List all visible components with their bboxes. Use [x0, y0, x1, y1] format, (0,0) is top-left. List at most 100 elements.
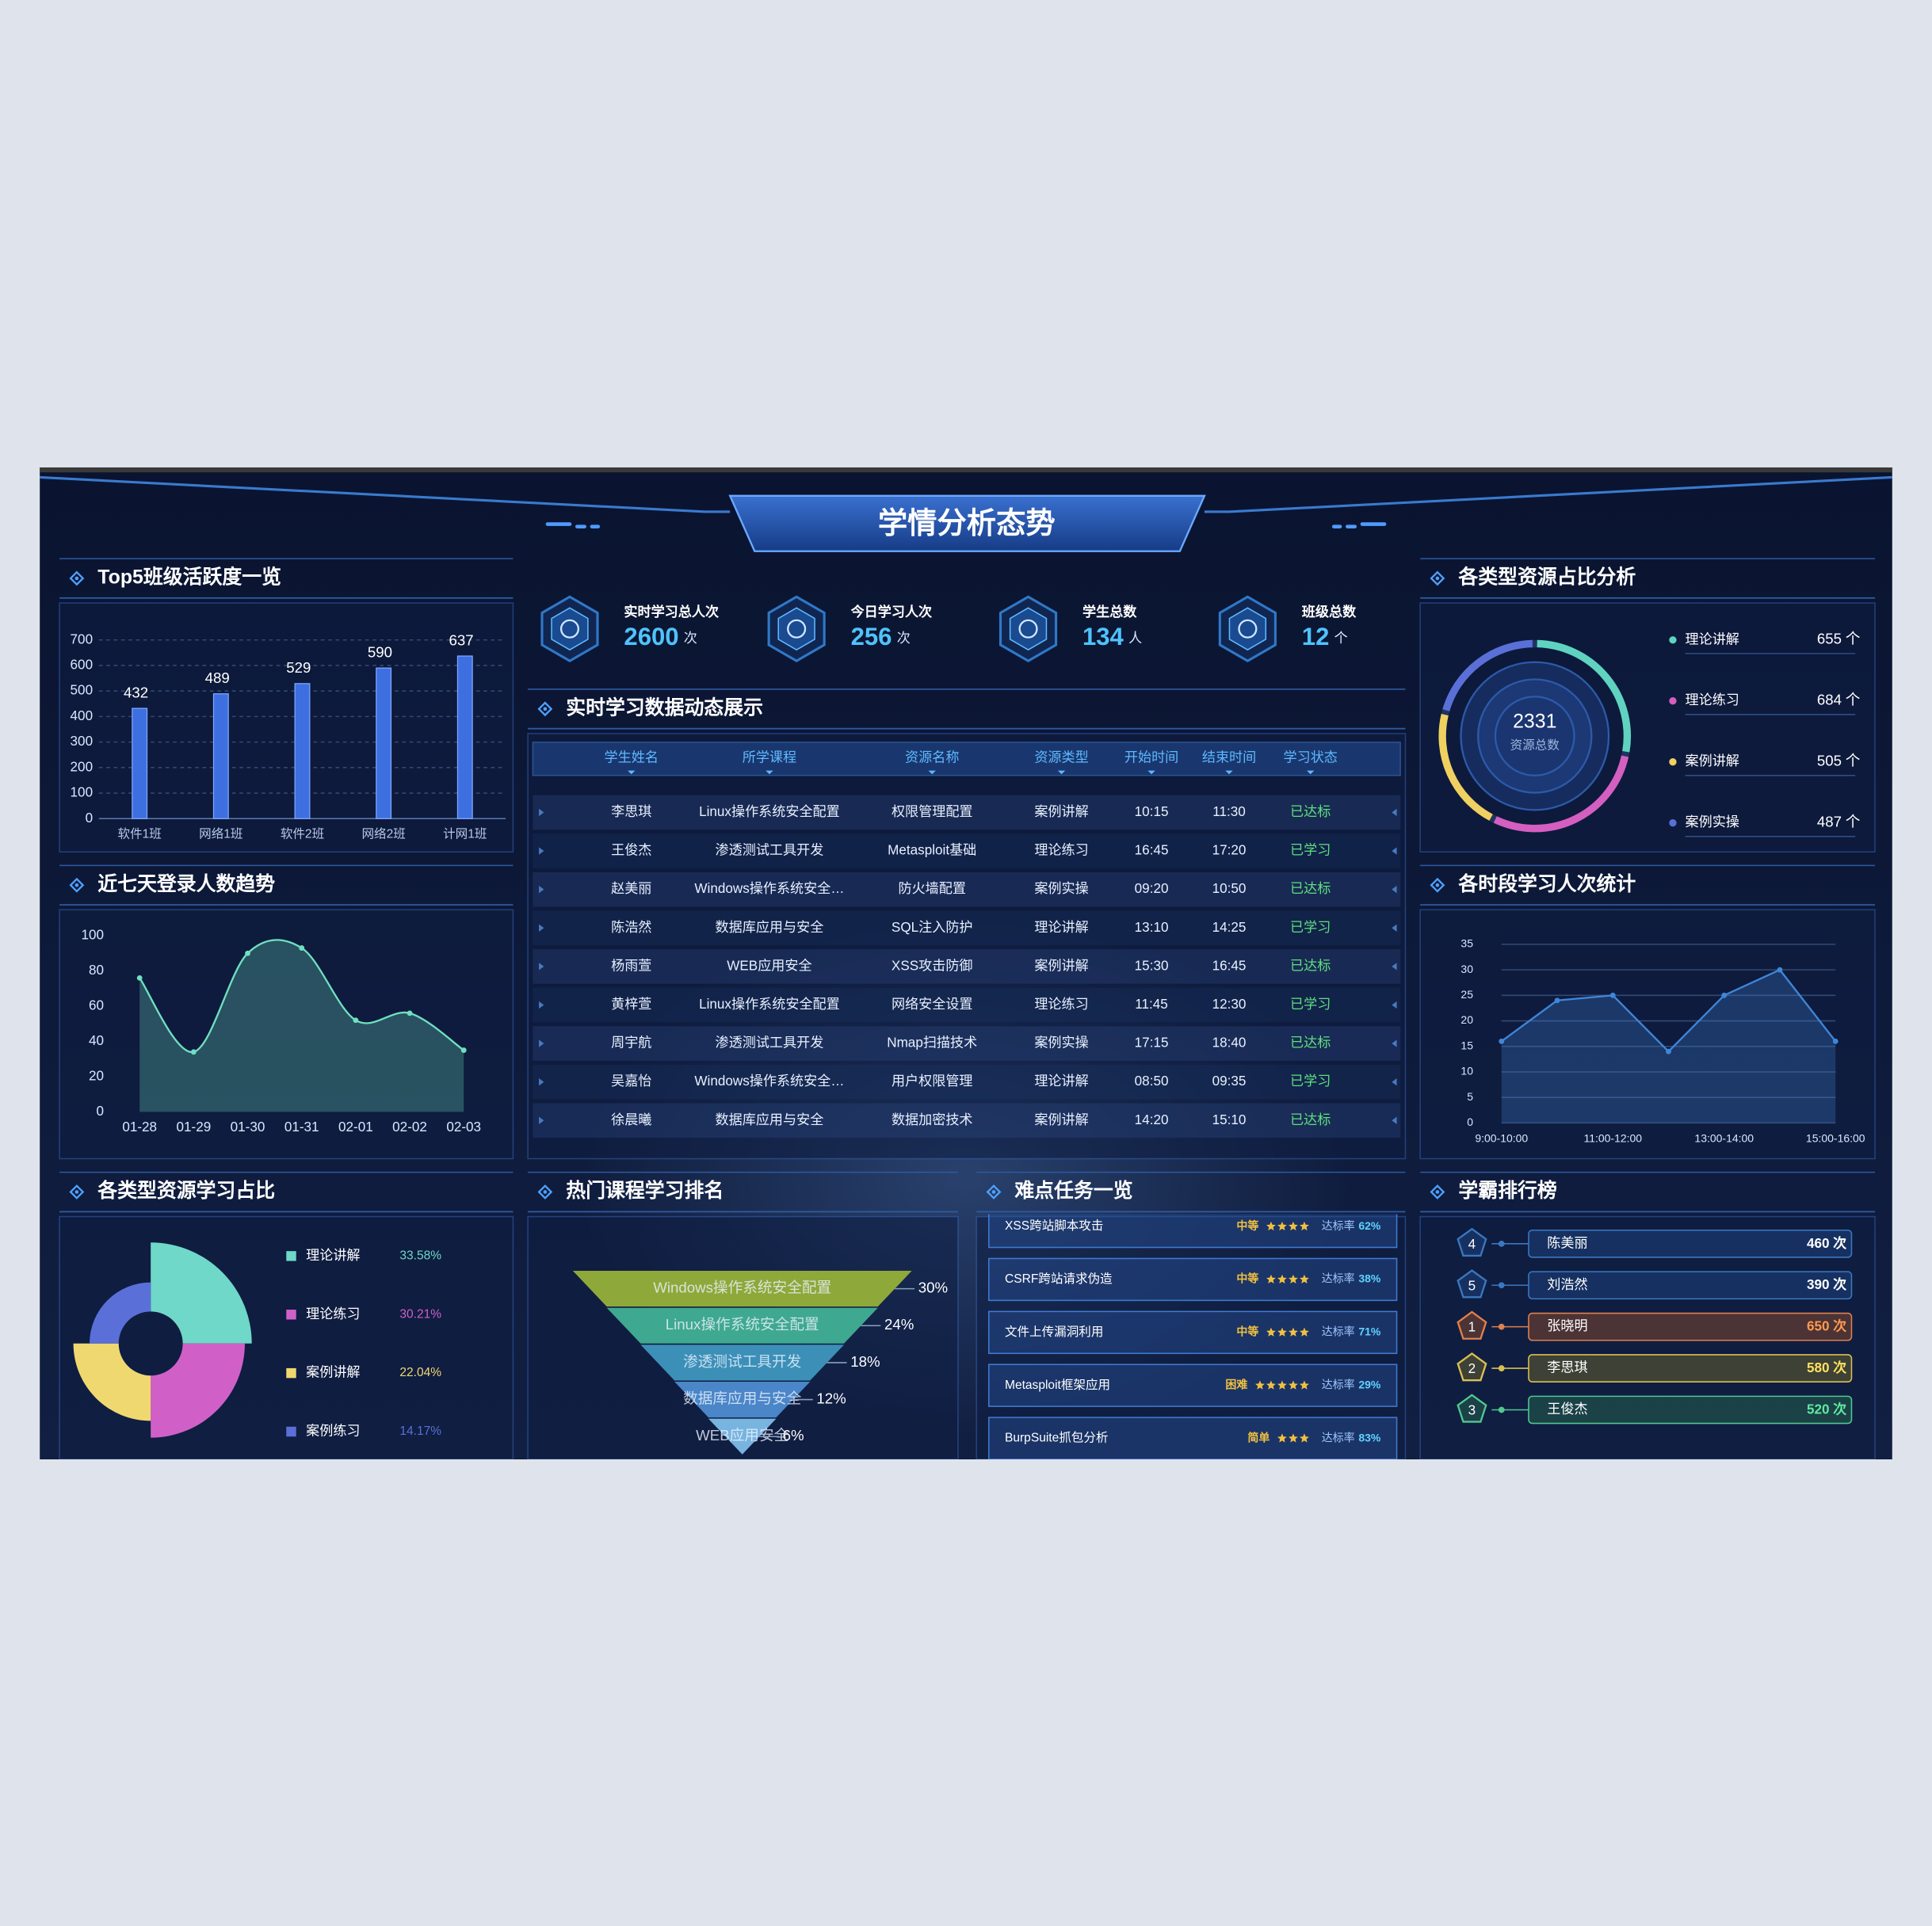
bar-value-label: 637	[449, 631, 474, 648]
row-arrow	[539, 1001, 544, 1009]
table-cell: 10:15	[1135, 804, 1169, 819]
x-tick-label: 软件2班	[281, 827, 324, 841]
legend-label: 案例讲解	[1686, 753, 1739, 768]
difficulty-star	[1300, 1327, 1309, 1337]
row-arrow	[1392, 1001, 1397, 1009]
difficulty-star	[1300, 1433, 1309, 1443]
header-icon	[1430, 570, 1445, 586]
row-arrow	[539, 924, 544, 932]
funnel-value: 12%	[816, 1390, 846, 1406]
rank-bar	[1528, 1395, 1853, 1424]
rate-label: 达标率	[1322, 1219, 1355, 1232]
table-cell: 18:40	[1212, 1035, 1247, 1051]
rank-connector-dot	[1498, 1406, 1505, 1413]
bar-value-label: 432	[124, 684, 148, 700]
task-card	[987, 1417, 1398, 1459]
rank-badge	[1457, 1227, 1487, 1257]
stat-unit: 次	[684, 631, 697, 646]
legend-swatch	[286, 1251, 296, 1261]
panel-title: 各时段学习人次统计	[1457, 872, 1636, 895]
task-level: 简单	[1247, 1431, 1270, 1444]
task-list: XSS跨站脚本攻击 中等 达标率 62%CSRF跨站请求伪造 中等 达标率 38%文件上传漏…	[987, 1214, 1398, 1459]
difficulty-star	[1289, 1380, 1298, 1390]
table-cell: 12:30	[1212, 997, 1247, 1012]
table-row	[533, 1026, 1401, 1061]
status-cell: 已学习	[1290, 1074, 1331, 1089]
point	[1499, 1038, 1505, 1044]
table-cell: 11:30	[1212, 804, 1246, 819]
x-tick-label: 11:00-12:00	[1583, 1131, 1642, 1144]
donut-segment	[1438, 714, 1493, 821]
table-cell: 理论讲解	[1034, 1074, 1088, 1089]
row-arrow	[1392, 1116, 1397, 1124]
panel-frame	[59, 909, 514, 1160]
table-cell: 权限管理配置	[892, 804, 973, 819]
x-tick-label: 02-02	[392, 1119, 427, 1135]
table-cell: Nmap扫描技术	[887, 1035, 977, 1051]
legend-value: 684	[1817, 692, 1842, 708]
table-cell: 案例讲解	[1034, 958, 1088, 973]
x-tick-label: 02-01	[338, 1119, 373, 1135]
rank-count: 460	[1807, 1235, 1830, 1250]
x-tick-label: 01-28	[122, 1119, 157, 1135]
header-icon-dot	[543, 1190, 548, 1194]
stat-value: 12	[1302, 623, 1330, 650]
area	[1501, 970, 1836, 1123]
task-rate: 38%	[1358, 1272, 1381, 1285]
table-cell: Windows操作系统安全…	[694, 1074, 844, 1089]
table-cell: XSS攻击防御	[892, 958, 973, 973]
y-tick-label: 100	[71, 785, 94, 800]
rank-name: 陈美丽	[1547, 1235, 1587, 1250]
panel-title: 热门课程学习排名	[566, 1179, 724, 1202]
funnel-value: 24%	[884, 1316, 914, 1333]
header-icon	[1430, 877, 1445, 893]
sort-caret	[628, 770, 636, 775]
x-tick-label: 9:00-10:00	[1475, 1131, 1528, 1144]
y-tick-label: 0	[1467, 1116, 1473, 1128]
stat-icon-glyph	[559, 619, 580, 639]
difficulty-star	[1266, 1327, 1276, 1337]
table-cell: 14:20	[1135, 1112, 1169, 1127]
rank-badge	[1457, 1394, 1487, 1423]
task-name: CSRF跨站请求伪造	[1005, 1272, 1113, 1286]
y-tick-label: 5	[1467, 1090, 1473, 1103]
table-cell: 徐晨曦	[611, 1112, 651, 1127]
table-cell: 数据加密技术	[892, 1112, 973, 1127]
y-tick-label: 0	[97, 1104, 105, 1119]
legend-unit: 个	[1846, 631, 1861, 647]
stat-value-line: 12 个	[1302, 623, 1348, 650]
stat-value: 134	[1082, 623, 1124, 650]
point	[190, 1049, 197, 1055]
status-cell: 已达标	[1290, 1112, 1331, 1127]
row-arrow	[1392, 847, 1397, 855]
y-tick-label: 300	[71, 734, 94, 749]
legend-label: 案例讲解	[306, 1365, 360, 1380]
table-cell: 理论练习	[1034, 843, 1088, 858]
x-tick-label: 网络2班	[361, 827, 405, 841]
legend-value: 655	[1817, 631, 1842, 647]
donut-total-label: 资源总数	[1510, 738, 1560, 753]
table-cell: 用户权限管理	[892, 1074, 973, 1089]
row-arrow	[1392, 1078, 1397, 1086]
table-cell: 08:50	[1135, 1074, 1169, 1089]
funnel-value: 18%	[850, 1353, 880, 1370]
page-title: 学情分析态势	[878, 506, 1056, 540]
funnel-value: 30%	[918, 1280, 948, 1296]
point	[136, 974, 143, 981]
table-body: 李思琪 Linux操作系统安全配置 权限管理配置 案例讲解 10:15 11:30 已达标王…	[533, 795, 1401, 1138]
legend-dot	[1669, 758, 1677, 766]
table-row	[533, 910, 1401, 946]
stat-unit: 人	[1128, 631, 1142, 646]
sort-caret	[928, 770, 936, 775]
table-column-header: 开始时间	[1124, 750, 1178, 765]
rank-count: 650	[1807, 1318, 1830, 1333]
row-arrow	[1392, 808, 1397, 817]
stat-value-line: 2600 次	[624, 623, 697, 650]
rank-bar	[1528, 1312, 1853, 1341]
donut-segment	[1442, 639, 1533, 711]
task-rate: 83%	[1358, 1431, 1381, 1444]
sort-caret	[1225, 770, 1233, 775]
area	[139, 940, 464, 1112]
